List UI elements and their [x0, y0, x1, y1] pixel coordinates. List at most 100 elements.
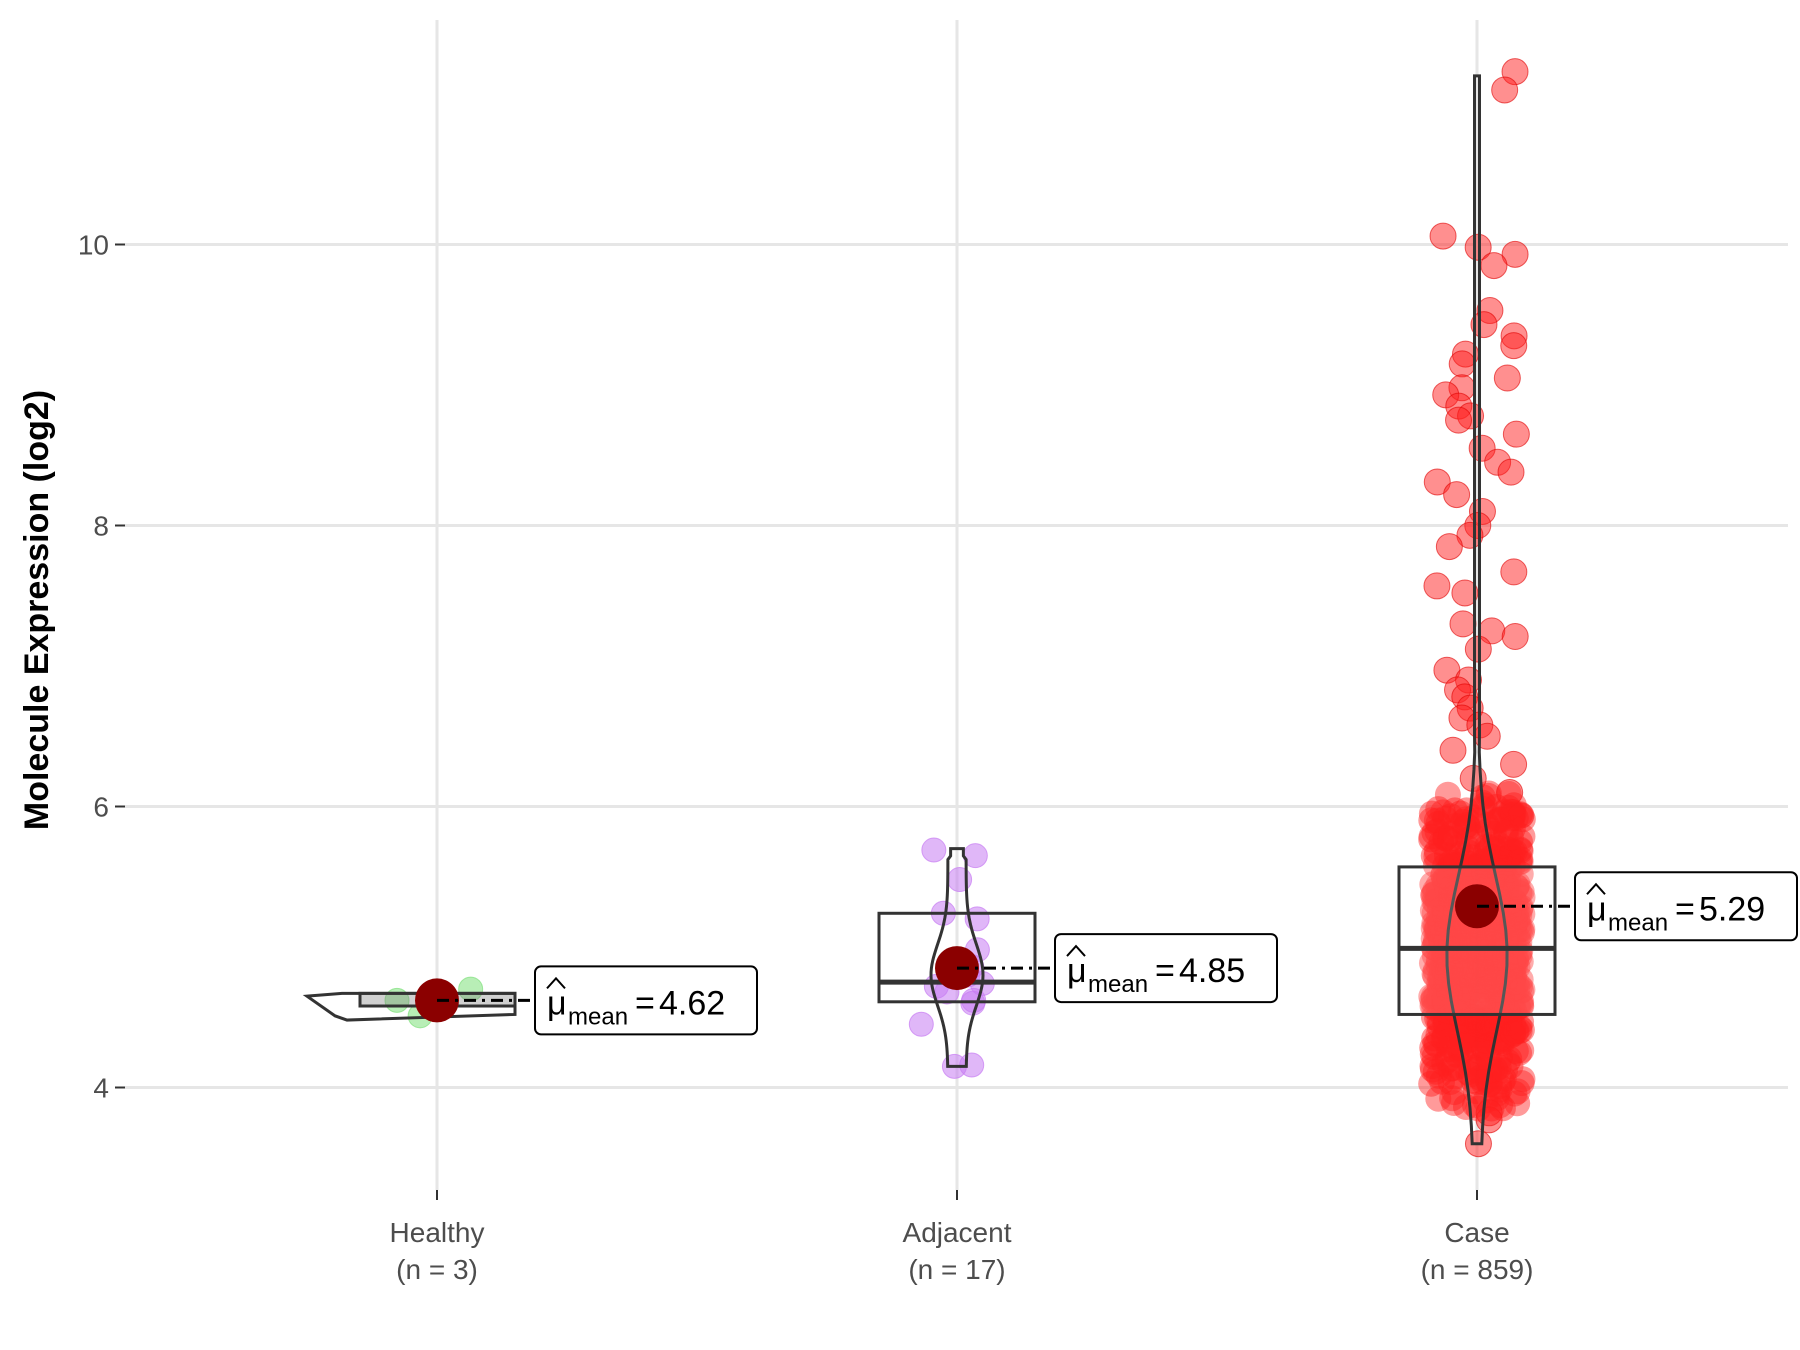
data-point: [1429, 222, 1457, 250]
data-point: [1425, 947, 1452, 974]
data-point: [1466, 956, 1493, 983]
data-point: [1453, 806, 1480, 833]
data-point: [1480, 252, 1508, 280]
mean-label-box: [1054, 933, 1278, 1004]
data-point: [1432, 869, 1459, 896]
data-point: [1441, 1090, 1468, 1117]
data-point: [1467, 1004, 1494, 1031]
data-point: [1456, 938, 1483, 965]
data-point: [1504, 925, 1531, 952]
mean-equals: =: [1155, 952, 1175, 990]
data-point: [1426, 1013, 1453, 1040]
data-point: [1481, 1010, 1508, 1037]
data-point: [1494, 872, 1521, 899]
data-point: [1452, 1094, 1479, 1120]
data-point: [1474, 944, 1501, 971]
data-point: [1447, 949, 1474, 976]
data-point: [1467, 977, 1494, 1004]
data-point: [1421, 1025, 1448, 1052]
data-point: [947, 867, 973, 893]
data-point: [1421, 900, 1448, 927]
data-point: [1452, 965, 1479, 992]
data-point: [1507, 992, 1534, 1019]
data-point: [1483, 955, 1510, 982]
data-point: [1490, 953, 1517, 980]
data-point: [1496, 1045, 1523, 1072]
data-point: [1495, 868, 1522, 895]
data-point: [1502, 804, 1529, 831]
data-point: [1467, 1009, 1494, 1036]
data-point: [1506, 939, 1533, 966]
data-point: [1468, 1015, 1495, 1042]
data-point: [1440, 1055, 1467, 1082]
data-point: [1418, 1070, 1445, 1097]
data-point: [1494, 836, 1521, 863]
data-point: [1426, 970, 1453, 997]
data-point: [1441, 797, 1468, 824]
data-point: [1497, 1053, 1524, 1080]
data-point: [1456, 973, 1483, 1000]
data-point: [1421, 888, 1448, 915]
data-point: [1419, 992, 1446, 1019]
data-point: [1447, 949, 1474, 976]
data-point: [1508, 1070, 1535, 1097]
data-point: [1430, 1025, 1457, 1052]
data-point: [1468, 1014, 1495, 1041]
data-point: [1501, 910, 1528, 937]
data-point: [1418, 807, 1445, 834]
data-point: [1489, 1095, 1516, 1122]
data-point: [1445, 977, 1472, 1004]
data-point: [1504, 954, 1531, 981]
data-point: [1504, 974, 1531, 1001]
data-point: [1451, 814, 1478, 841]
data-point: [1445, 937, 1472, 964]
data-point: [1493, 819, 1520, 846]
data-point: [1508, 802, 1535, 829]
data-point: [1462, 953, 1489, 980]
data-point: [1424, 818, 1451, 845]
data-point: [1439, 736, 1467, 764]
data-point: [1508, 993, 1535, 1020]
data-point: [1491, 950, 1518, 977]
data-point: [1447, 951, 1474, 978]
data-point: [1509, 884, 1536, 911]
mean-equals: =: [635, 984, 655, 1022]
data-point: [1454, 835, 1481, 862]
data-point: [1507, 801, 1534, 828]
data-point: [1508, 802, 1535, 829]
data-point: [1506, 828, 1533, 855]
data-point: [1452, 924, 1479, 951]
data-point: [1463, 1068, 1490, 1095]
data-point: [1468, 970, 1495, 997]
data-point: [1437, 803, 1464, 830]
data-point: [1453, 797, 1480, 824]
data-point: [1421, 910, 1448, 937]
data-point: [1504, 1078, 1531, 1105]
data-point: [1507, 896, 1534, 923]
data-point: [1438, 820, 1465, 847]
data-point: [1494, 845, 1521, 872]
data-point: [1445, 406, 1473, 434]
data-point: [1497, 1015, 1524, 1042]
data-point: [1425, 1085, 1452, 1112]
data-point: [1462, 1056, 1489, 1083]
data-point: [1487, 807, 1514, 834]
mean-value: 4.62: [659, 984, 725, 1022]
data-point: [1425, 872, 1452, 899]
data-point: [1476, 1070, 1503, 1097]
data-point: [1483, 964, 1510, 991]
data-point: [1457, 978, 1484, 1005]
data-point: [1470, 968, 1497, 995]
data-point: [1494, 966, 1521, 993]
x-tick-label: Adjacent: [903, 1217, 1012, 1248]
data-point: [1494, 966, 1521, 993]
mean-label-box: [534, 965, 758, 1036]
data-point: [1479, 966, 1506, 993]
data-point: [1422, 957, 1449, 984]
data-point: [1423, 916, 1450, 943]
data-point: [1464, 963, 1491, 990]
data-point: [1466, 959, 1493, 986]
data-point: [1463, 1005, 1490, 1032]
data-point: [1503, 946, 1530, 973]
data-point: [1480, 961, 1507, 988]
